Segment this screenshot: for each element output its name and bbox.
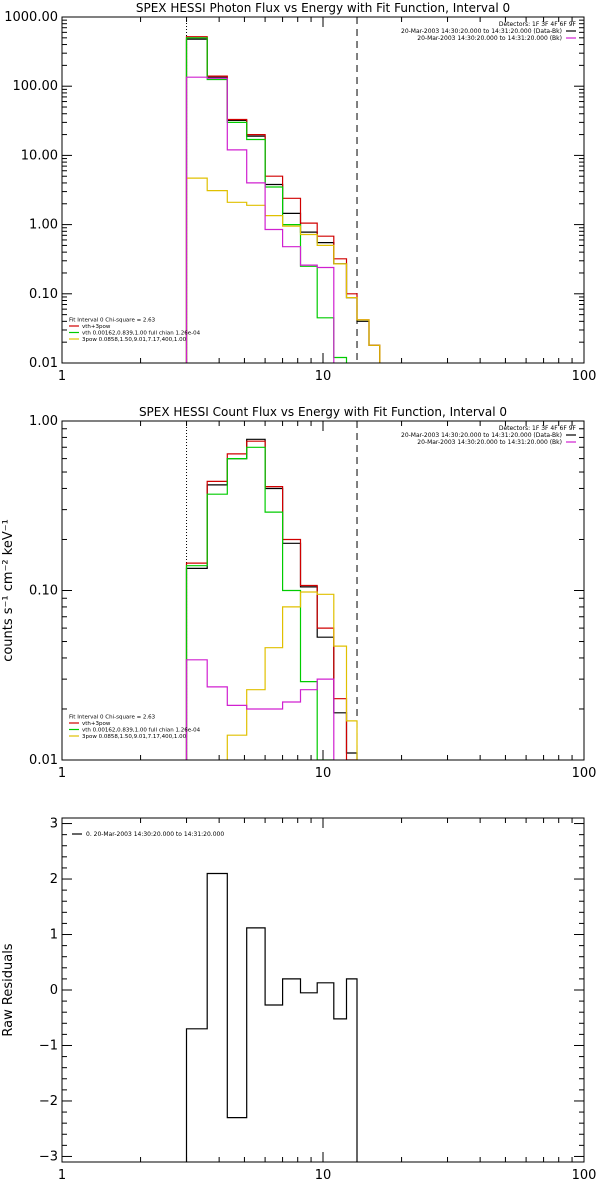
y-tick-label: 0.01 bbox=[29, 753, 58, 768]
y-axis-label: counts s⁻¹ cm⁻² keV⁻¹ bbox=[1, 519, 16, 662]
x-tick-label: 1 bbox=[58, 1168, 66, 1183]
y-tick-label: 0.01 bbox=[29, 356, 58, 371]
x-tick-label: 100 bbox=[572, 766, 597, 781]
y-tick-label: −3 bbox=[39, 1149, 58, 1164]
legend-bottom-left-entry: 3pow 0.0858,1.50,9.01,7.17,400,1.00 bbox=[82, 337, 187, 343]
y-tick-label: 10.00 bbox=[21, 148, 58, 163]
series-line bbox=[185, 872, 358, 1162]
y-tick-label: 1 bbox=[50, 928, 58, 943]
y-tick-label: 3 bbox=[50, 817, 58, 832]
series-line bbox=[185, 37, 348, 363]
y-tick-label: 100.00 bbox=[13, 79, 59, 94]
chart-title: SPEX HESSI Photon Flux vs Energy with Fi… bbox=[136, 1, 510, 15]
x-tick-label: 10 bbox=[315, 766, 332, 781]
series-line bbox=[185, 659, 335, 760]
legend-top-right-entry: Detectors: 1F 3F 4F 6F 9F bbox=[499, 21, 577, 28]
y-tick-label: −2 bbox=[39, 1094, 58, 1109]
legend-bottom-left-entry: vth+3pow bbox=[82, 324, 111, 330]
chart-title: SPEX HESSI Count Flux vs Energy with Fit… bbox=[139, 405, 507, 419]
y-tick-label: 1.00 bbox=[29, 414, 58, 429]
legend-top-right-entry: 20-Mar-2003 14:30:20.000 to 14:31:20.000… bbox=[401, 28, 562, 35]
y-tick-label: 0 bbox=[50, 983, 58, 998]
legend-bottom-left-entry: 3pow 0.0858,1.50,9.01,7.17,400,1.00 bbox=[82, 734, 187, 740]
series-line bbox=[185, 76, 335, 363]
legend-bottom-left-entry: Fit Interval 0 Chi-square = 2.63 bbox=[69, 715, 156, 721]
series-line bbox=[185, 446, 335, 760]
x-tick-label: 100 bbox=[572, 1168, 597, 1183]
y-tick-label: 1.00 bbox=[29, 218, 58, 233]
y-tick-label: 1000.00 bbox=[4, 10, 58, 25]
chart-panel-3: Raw Residuals 1 10 100 −3 −2 −1 0 1 2 3 0. 20-Mar-2… bbox=[1, 817, 596, 1183]
y-tick-label: −1 bbox=[39, 1038, 58, 1053]
plot-frame bbox=[61, 420, 585, 761]
series-line bbox=[185, 177, 381, 363]
y-tick-label: 2 bbox=[50, 872, 58, 887]
series-line bbox=[185, 438, 358, 760]
x-tick-label: 10 bbox=[315, 1168, 332, 1183]
legend-top-right-entry: 20-Mar-2003 14:30:20.000 to 14:31:20.000… bbox=[401, 432, 562, 439]
plot-frame bbox=[61, 817, 585, 1163]
legend-bottom-left-entry: Fit Interval 0 Chi-square = 2.63 bbox=[69, 318, 156, 324]
y-tick-label: 0.10 bbox=[29, 584, 58, 599]
chart-panel-1: SPEX HESSI Photon Flux vs Energy with Fi… bbox=[4, 1, 596, 384]
x-tick-label: 100 bbox=[572, 369, 597, 384]
y-axis-label: Raw Residuals bbox=[1, 943, 16, 1036]
series-line bbox=[185, 440, 358, 760]
legend-bottom-left-entry: vth+3pow bbox=[82, 721, 111, 727]
legend-top-right-entry: 20-Mar-2003 14:30:20.000 to 14:31:20.000… bbox=[417, 439, 562, 446]
x-tick-label: 10 bbox=[315, 369, 332, 384]
series-line bbox=[226, 591, 358, 760]
plot-frame bbox=[61, 16, 585, 364]
y-tick-label: 0.10 bbox=[29, 287, 58, 302]
legend-top-right-entry: 20-Mar-2003 14:30:20.000 to 14:31:20.000… bbox=[417, 35, 562, 42]
legend-top-left-entry: 0. 20-Mar-2003 14:30:20.000 to 14:31:20.… bbox=[86, 831, 224, 838]
legend-bottom-left-entry: vth 0.00162,0.839,1.00 full chian 1.26e-… bbox=[82, 331, 201, 337]
x-tick-label: 1 bbox=[58, 766, 66, 781]
legend-top-right-entry: Detectors: 1F 3F 4F 6F 9F bbox=[499, 425, 577, 432]
x-tick-label: 1 bbox=[58, 369, 66, 384]
chart-panel-2: SPEX HESSI Count Flux vs Energy with Fit… bbox=[1, 405, 596, 781]
legend-bottom-left-entry: vth 0.00162,0.839,1.00 full chian 1.26e-… bbox=[82, 728, 201, 734]
